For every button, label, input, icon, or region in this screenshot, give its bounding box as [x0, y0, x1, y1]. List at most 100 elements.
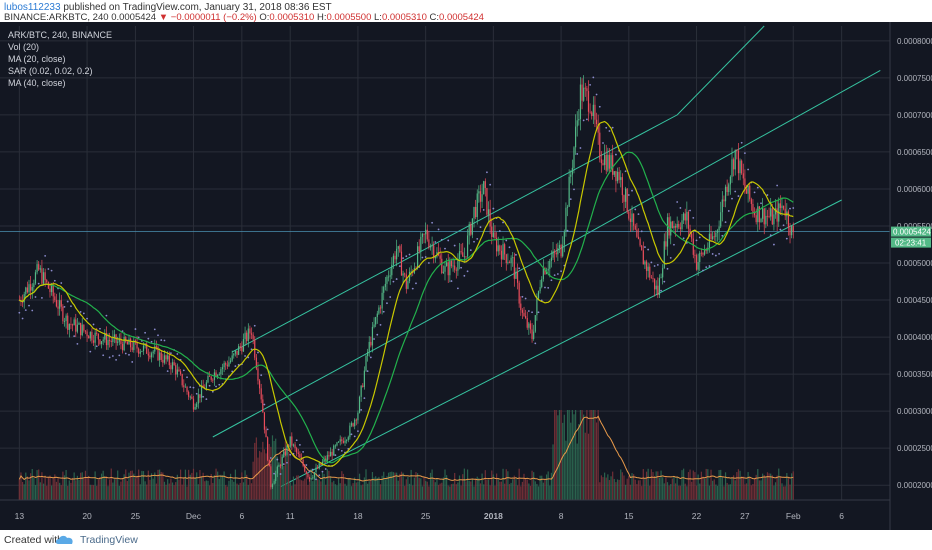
volume-bar: [107, 486, 109, 500]
sar-dot: [170, 352, 172, 355]
price-chart[interactable]: 0.0008000 0.0007500 0.0007000 0.0006500 0.00…: [0, 22, 932, 530]
volume-bar: [91, 484, 93, 500]
volume-bar: [402, 472, 404, 500]
volume-bar: [271, 435, 274, 500]
sar-dot: [386, 302, 388, 305]
volume-bar: [568, 410, 570, 500]
volume-bar: [342, 473, 345, 500]
candle-body: [299, 453, 301, 458]
down-arrow-icon: ▼: [158, 12, 169, 23]
volume-bar: [455, 484, 457, 500]
volume-bar: [415, 472, 417, 500]
candle-body: [305, 471, 307, 474]
candle-body: [25, 287, 27, 295]
volume-bar: [650, 469, 652, 500]
volume-bar: [67, 485, 69, 500]
candle-body: [334, 445, 336, 447]
candle-body: [249, 328, 251, 334]
sar-dot: [595, 93, 598, 96]
volume-bar: [673, 476, 675, 500]
volume-bar: [529, 485, 532, 500]
volume-bar: [34, 485, 37, 500]
candle-body: [307, 473, 309, 478]
volume-bar: [471, 478, 474, 500]
legend-item-volume: Vol (20): [8, 42, 39, 52]
candle-body: [768, 216, 770, 217]
volume-bar: [241, 472, 243, 500]
candle-body: [286, 445, 288, 455]
candle-body: [304, 465, 306, 472]
volume-bar: [383, 471, 385, 500]
volume-bar: [188, 469, 190, 500]
volume-bar: [394, 472, 396, 500]
sar-dot: [105, 314, 108, 317]
volume-bar: [607, 474, 609, 500]
candle-body: [296, 448, 298, 453]
candle-body: [60, 300, 62, 307]
publisher-link[interactable]: lubos112233: [4, 2, 61, 13]
candle-body: [399, 246, 401, 252]
volume-bar: [391, 471, 393, 500]
volume-bar: [516, 485, 519, 500]
candle-body: [555, 252, 557, 255]
candle-body: [726, 186, 728, 193]
time-tick-label: 6: [839, 511, 844, 521]
volume-bar: [381, 475, 383, 500]
sar-dot: [28, 304, 30, 307]
candle-body: [525, 316, 527, 318]
volume-bar: [716, 485, 719, 500]
volume-bar: [202, 472, 204, 500]
low-label: L:: [374, 12, 382, 23]
candle-body: [275, 473, 277, 481]
sar-dot: [276, 458, 279, 461]
volume-bar: [196, 472, 198, 500]
volume-bar: [112, 482, 114, 500]
volume-bar: [658, 477, 661, 500]
price-axis[interactable]: 0.0008000 0.0007500 0.0007000 0.0006500 0.00…: [897, 37, 932, 490]
tradingview-logo-icon[interactable]: [54, 533, 76, 550]
time-axis[interactable]: 13 20 25 Dec 6 11 18 25 2018 8 15 22 27 Feb 6: [15, 511, 845, 521]
volume-bar: [283, 466, 285, 500]
volume-bar: [521, 481, 523, 500]
candle-body: [176, 369, 178, 375]
sar-dot: [337, 448, 340, 451]
candle-body: [397, 246, 399, 249]
volume-bar: [317, 479, 319, 500]
candle-body: [260, 388, 262, 400]
volume-bar: [192, 468, 195, 500]
candle-body: [302, 459, 304, 466]
candle-body: [792, 225, 794, 233]
volume-bar: [257, 457, 259, 500]
time-tick-label: Feb: [786, 511, 801, 521]
volume-bar: [23, 484, 25, 500]
tradingview-brand[interactable]: TradingView: [80, 534, 138, 546]
sar-dot: [582, 119, 585, 122]
volume-bar: [615, 482, 617, 500]
volume-bar: [505, 469, 507, 500]
volume-bar: [150, 473, 153, 500]
volume-bar: [97, 479, 99, 500]
candle-body: [159, 352, 161, 361]
volume-bar: [574, 410, 577, 500]
candle-body: [128, 338, 130, 345]
sar-dot: [579, 147, 582, 149]
candle-body: [149, 355, 151, 358]
volume-bar: [676, 477, 678, 500]
candle-body: [157, 346, 159, 361]
candle-body: [489, 209, 491, 227]
candle-body: [104, 333, 106, 340]
volume-bar: [217, 471, 219, 500]
sar-dot: [592, 76, 595, 79]
candle-body: [483, 181, 485, 195]
volume-bar: [389, 471, 391, 500]
volume-bar: [781, 483, 783, 500]
candle-body: [568, 176, 570, 207]
sar-dot: [450, 280, 453, 282]
volume-bar: [59, 482, 61, 500]
candle-body: [183, 385, 185, 388]
sar-dot: [544, 286, 546, 289]
volume-bar: [96, 485, 98, 500]
sar-dot: [753, 191, 756, 194]
sar-dot: [695, 239, 698, 242]
volume-bar: [679, 485, 681, 500]
